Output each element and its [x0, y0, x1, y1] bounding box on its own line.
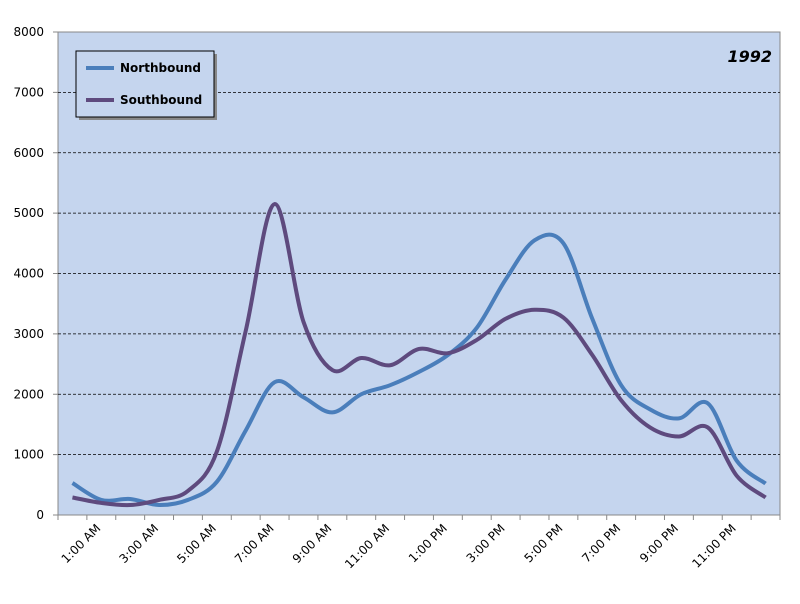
x-tick-label: 5:00 PM	[521, 521, 565, 565]
y-tick-label: 6000	[13, 146, 44, 160]
legend: Northbound Southbound	[75, 50, 215, 118]
y-tick-label: 4000	[13, 267, 44, 281]
legend-box	[75, 50, 215, 118]
legend-label: Southbound	[120, 93, 202, 107]
series-line	[72, 202, 767, 508]
x-tick-label: 3:00 PM	[464, 521, 508, 565]
legend-label: Northbound	[120, 61, 201, 75]
y-tick-label: 8000	[13, 25, 44, 39]
x-tick-label: 1:00 AM	[59, 521, 104, 566]
y-tick-label: 0	[36, 508, 44, 522]
x-tick-label: 5:00 AM	[174, 521, 219, 566]
x-tick-label: 9:00 AM	[290, 521, 335, 566]
x-tick-label: 7:00 AM	[232, 521, 277, 566]
x-tick-label: 1:00 PM	[406, 521, 450, 565]
x-tick-label: 11:00 PM	[689, 521, 738, 570]
x-tick-label: 7:00 PM	[579, 521, 623, 565]
y-tick-label: 1000	[13, 448, 44, 462]
y-tick-label: 2000	[13, 387, 44, 401]
chart-title: 1992	[727, 47, 772, 66]
x-tick-label: 9:00 PM	[637, 521, 681, 565]
y-tick-label: 3000	[13, 327, 44, 341]
x-tick-label: 11:00 AM	[342, 521, 392, 571]
y-tick-label: 5000	[13, 206, 44, 220]
y-tick-label: 7000	[13, 85, 44, 99]
series-line	[71, 232, 767, 508]
x-tick-label: 3:00 AM	[116, 521, 161, 566]
